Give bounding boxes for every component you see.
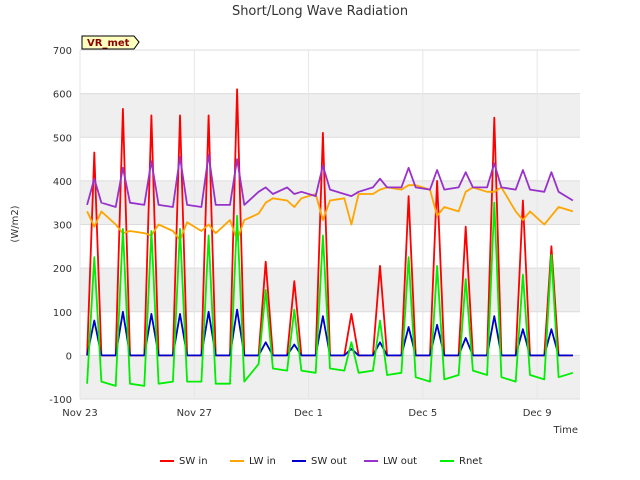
x-tick-label: Nov 23 — [62, 408, 97, 419]
legend-item-sw-in: SW in — [160, 456, 208, 467]
legend-label: Rnet — [459, 456, 482, 467]
x-axis-label: Time — [553, 425, 578, 436]
x-tick-label: Dec 1 — [294, 408, 323, 419]
y-tick-label: 500 — [53, 133, 72, 144]
legend-item-lw-in: LW in — [230, 456, 276, 467]
y-tick-label: 600 — [53, 90, 72, 101]
x-tick-label: Dec 5 — [408, 408, 437, 419]
legend: SW in LW in SW out LW out Rnet — [160, 456, 482, 467]
station-badge: VR_met — [81, 35, 140, 50]
series-line-rnet — [86, 201, 574, 387]
x-tick-label: Dec 9 — [523, 408, 552, 419]
y-axis-label: (W/m2) — [10, 205, 21, 242]
y-tick-label: 100 — [53, 308, 72, 319]
series-lines — [86, 88, 574, 387]
x-tick-label: Nov 27 — [177, 408, 212, 419]
y-tick-label: 300 — [53, 221, 72, 232]
legend-label: SW out — [311, 456, 347, 467]
series-line-lw-in — [86, 184, 574, 241]
legend-label: LW out — [383, 456, 417, 467]
legend-item-lw-out: LW out — [364, 456, 417, 467]
legend-label: LW in — [249, 456, 276, 467]
badge-text: VR_met — [87, 38, 130, 49]
badge-box — [81, 35, 140, 50]
y-tick-label: 700 — [53, 46, 72, 57]
legend-item-sw-out: SW out — [292, 456, 347, 467]
y-tick-label: 400 — [53, 177, 72, 188]
y-tick-label: 200 — [53, 264, 72, 275]
y-tick-label: -100 — [49, 395, 72, 406]
chart-title: Short/Long Wave Radiation — [232, 4, 408, 19]
y-tick-label: 0 — [66, 351, 72, 362]
grid-band — [80, 93, 580, 138]
legend-item-rnet: Rnet — [440, 456, 482, 467]
series-line-sw-out — [86, 308, 573, 357]
series-line-lw-out — [86, 153, 574, 208]
y-tick-labels: -100 0 100 200 300 400 500 600 700 — [49, 46, 72, 406]
legend-label: SW in — [179, 456, 208, 467]
x-tick-labels: Nov 23 Nov 27 Dec 1 Dec 5 Dec 9 — [62, 408, 551, 419]
